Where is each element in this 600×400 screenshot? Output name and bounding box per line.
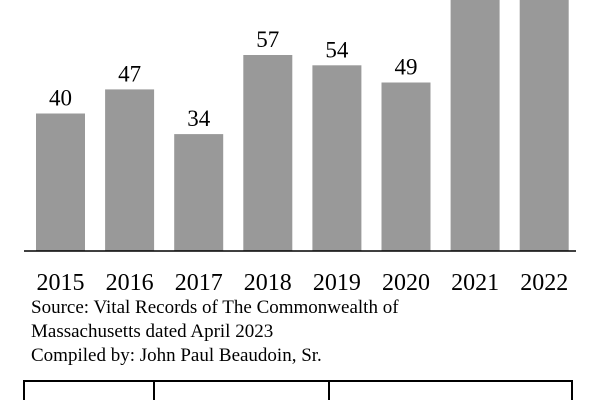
table-cell <box>155 382 330 400</box>
bar-2018 <box>243 55 293 251</box>
x-tick-labels-layer: 2015 2016 2017 2018 2019 2020 2021 2022 <box>37 270 569 295</box>
bars-layer <box>36 0 569 252</box>
bar-2017 <box>174 134 224 251</box>
x-tick-label-2015: 2015 <box>37 270 85 295</box>
data-label-2015: 40 <box>49 86 72 111</box>
bar-2021 <box>450 0 500 251</box>
source-note: Source: Vital Records of The Commonwealt… <box>31 296 591 368</box>
bar-2019 <box>312 65 362 251</box>
data-label-2019: 54 <box>325 37 349 62</box>
table-cell <box>25 382 155 400</box>
data-label-2020: 49 <box>395 55 418 80</box>
table-cell <box>330 382 571 400</box>
x-tick-label-2016: 2016 <box>106 270 154 295</box>
data-label-2017: 34 <box>187 106 211 131</box>
compiled-by-line: Compiled by: John Paul Beaudoin, Sr. <box>31 345 322 366</box>
bar-2020 <box>381 82 431 251</box>
source-line: Source: Vital Records of The Commonwealt… <box>31 297 399 318</box>
data-label-2016: 47 <box>118 61 141 86</box>
x-tick-label-2020: 2020 <box>382 270 430 295</box>
x-tick-label-2021: 2021 <box>451 270 499 295</box>
x-tick-label-2022: 2022 <box>520 270 568 295</box>
bar-2022 <box>519 0 569 251</box>
x-tick-label-2017: 2017 <box>175 270 223 295</box>
bar-chart: 40 47 34 57 54 49 2015 2016 2017 2018 2019 2020 202… <box>24 0 576 295</box>
bar-2015 <box>36 113 85 251</box>
data-labels-layer: 40 47 34 57 54 49 <box>49 27 418 131</box>
bar-2016 <box>105 89 155 252</box>
bottom-table-partial <box>23 380 573 400</box>
x-tick-label-2018: 2018 <box>244 270 292 295</box>
data-label-2018: 57 <box>256 27 279 52</box>
source-line-continued: Massachusetts dated April 2023 <box>31 321 274 342</box>
x-tick-label-2019: 2019 <box>313 270 361 295</box>
